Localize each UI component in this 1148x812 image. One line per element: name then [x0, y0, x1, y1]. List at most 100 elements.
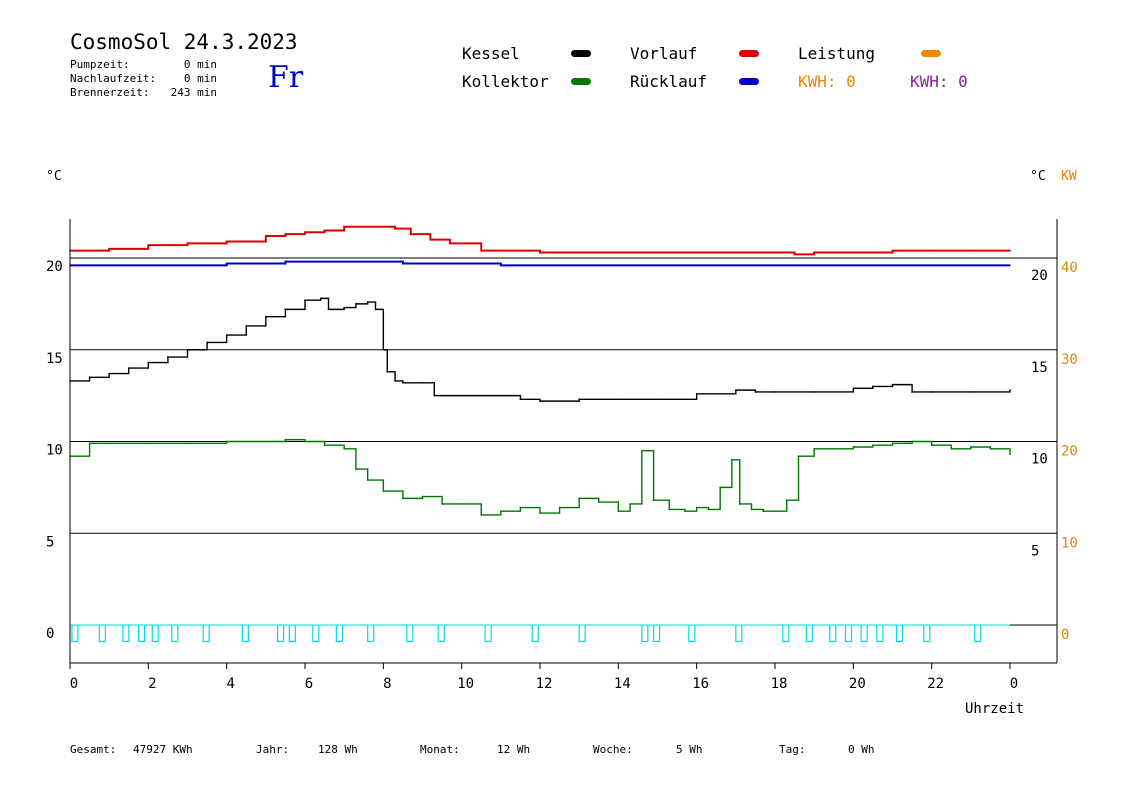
pump-pulse: [241, 625, 249, 643]
pump-pulse: [652, 625, 661, 643]
legend-kollektor-label: Kollektor: [462, 72, 549, 91]
data-point: [797, 455, 800, 457]
data-point: [774, 251, 776, 254]
pump-pulse: [335, 625, 343, 643]
data-point: [891, 442, 894, 445]
pump-pulse: [860, 625, 868, 643]
x-tick-label: 22: [927, 676, 944, 692]
data-point: [386, 370, 389, 373]
data-point: [480, 249, 483, 252]
y-right-kw-tick-label: 20: [1061, 444, 1078, 460]
legend-vorlauf-label: Vorlauf: [630, 44, 698, 63]
legend-leistung-swatch: [921, 50, 941, 57]
data-point: [167, 356, 169, 358]
series-rcklauf: [69, 260, 1011, 267]
y-right-c-tick-label: 15: [1031, 360, 1048, 376]
legend-ruecklauf-swatch: [739, 78, 759, 85]
brenner-time-value: 243 min: [170, 86, 217, 99]
data-point: [617, 251, 620, 254]
data-point: [500, 264, 502, 267]
data-point: [362, 226, 365, 228]
pump-pulse: [829, 625, 837, 643]
data-point: [774, 510, 776, 513]
data-point: [930, 444, 933, 446]
data-point: [695, 251, 698, 254]
data-point: [500, 394, 502, 397]
data-point: [539, 512, 541, 514]
pump-pulse: [688, 625, 696, 643]
data-point: [597, 501, 600, 503]
pump-pulse: [641, 625, 649, 643]
data-point: [774, 264, 776, 267]
data-point: [970, 249, 972, 252]
data-point: [707, 508, 710, 511]
data-point: [617, 510, 620, 513]
legend-kwh-orange: KWH: 0: [798, 72, 856, 91]
data-point: [930, 264, 933, 267]
data-point: [519, 506, 522, 509]
x-tick-label: 18: [771, 676, 788, 692]
data-point: [460, 503, 463, 505]
data-point: [186, 442, 189, 445]
y-right-unit-c: °C: [1030, 169, 1046, 184]
data-point: [366, 301, 369, 303]
data-point: [147, 361, 150, 364]
data-point: [319, 297, 322, 300]
x-tick-label: 20: [849, 676, 866, 692]
data-point: [88, 442, 91, 445]
pump-pulse: [844, 625, 853, 643]
weekday-label: Fr: [268, 60, 304, 95]
data-point: [402, 381, 404, 384]
pump-pulse: [974, 625, 982, 643]
data-point: [832, 448, 835, 450]
data-point: [578, 398, 580, 401]
data-point: [539, 400, 541, 402]
pump-pulse: [531, 625, 539, 643]
data-point: [323, 444, 326, 446]
data-point: [402, 497, 404, 500]
data-point: [402, 262, 404, 265]
pump-pulse: [171, 625, 179, 643]
data-point: [108, 248, 110, 250]
data-point: [343, 448, 345, 450]
data-point: [147, 264, 150, 267]
y-left-tick-label: 0: [46, 626, 54, 642]
pump-pulse: [202, 625, 210, 643]
data-point: [460, 394, 463, 397]
data-point: [284, 233, 287, 235]
legend-kollektor-swatch: [571, 78, 591, 85]
pump-pulse: [923, 625, 931, 643]
pump-pulse: [367, 625, 375, 643]
x-tick-label: 4: [226, 676, 234, 692]
footer-jahr-label: Jahr:: [256, 743, 290, 756]
data-point: [774, 391, 776, 393]
data-point: [735, 389, 737, 391]
data-point: [852, 251, 855, 254]
y-right-kw-tick-label: 40: [1061, 260, 1078, 276]
data-point: [539, 251, 541, 254]
data-point: [762, 510, 765, 513]
pump-pulse: [98, 625, 106, 643]
series-pumpe: [70, 624, 1010, 643]
data-point: [578, 497, 580, 500]
y-right-kw-tick-label: 0: [1061, 627, 1069, 643]
pump-pulse: [437, 625, 445, 643]
data-point: [813, 251, 815, 254]
y-right-kw-tick-label: 10: [1061, 535, 1078, 551]
data-point: [127, 367, 130, 369]
data-point: [872, 385, 874, 388]
data-point: [323, 229, 326, 232]
data-point: [355, 468, 357, 470]
data-point: [1009, 249, 1011, 252]
data-point: [719, 486, 721, 489]
data-point: [409, 233, 412, 235]
data-point: [343, 260, 345, 263]
data-point: [225, 334, 228, 336]
series-line-kessel: [70, 297, 1011, 402]
x-tick-label: 10: [457, 676, 474, 692]
footer-gesamt-value: 47927 KWh: [133, 743, 193, 756]
data-point: [731, 459, 733, 461]
pump-pulse: [288, 625, 296, 643]
data-point: [108, 372, 110, 375]
